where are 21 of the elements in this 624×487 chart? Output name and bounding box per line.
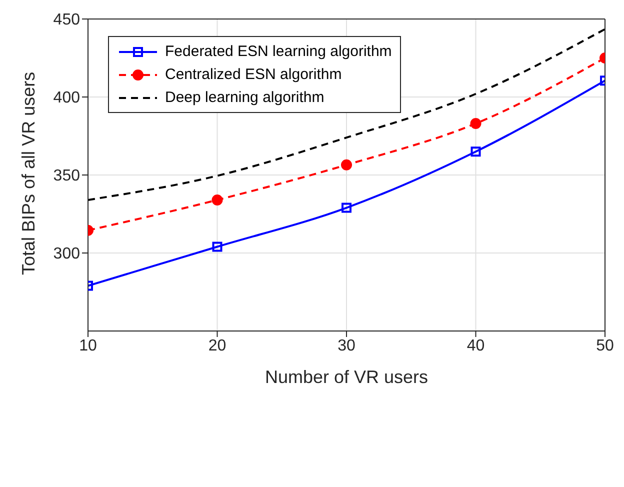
x-tick-label: 20 — [208, 337, 226, 354]
x-tick-label: 10 — [79, 337, 97, 354]
point — [470, 146, 481, 157]
point — [212, 194, 223, 206]
point — [341, 159, 352, 170]
x-tick-label: 40 — [466, 337, 485, 354]
point — [212, 242, 222, 252]
x-tick-label: 50 — [596, 337, 614, 354]
point — [342, 202, 352, 213]
legend-label: Federated ESN learning algorithm — [165, 43, 392, 60]
y-tick-label: 350 — [53, 168, 80, 185]
y-axis-title: Total BIPs of all VR users — [18, 72, 38, 275]
x-axis-title: Number of VR users — [264, 367, 428, 387]
legend-label: Centralized ESN algorithm — [165, 66, 342, 83]
y-tick-label: 300 — [53, 246, 80, 263]
line-series — [88, 28, 605, 201]
y-tick-label: 450 — [53, 12, 80, 29]
x-tick-label: 30 — [338, 337, 356, 354]
point — [470, 118, 482, 130]
legend-label: Deep learning algorithm — [165, 89, 324, 106]
y-tick-label: 400 — [53, 90, 80, 107]
